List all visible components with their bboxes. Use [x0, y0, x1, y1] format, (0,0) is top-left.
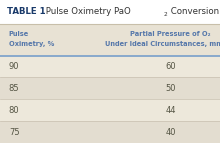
Text: 44: 44	[165, 106, 176, 115]
Text: Conversion: Conversion	[168, 7, 219, 16]
Text: Oximetry, %: Oximetry, %	[9, 41, 54, 47]
Text: Under Ideal Circumstances, mm Hg: Under Ideal Circumstances, mm Hg	[105, 41, 220, 47]
Bar	[0, 121, 220, 143]
Text: Pulse Oximetry PaO: Pulse Oximetry PaO	[43, 7, 131, 16]
Text: 85: 85	[9, 84, 19, 93]
Bar	[0, 55, 220, 77]
Text: 2: 2	[164, 12, 167, 17]
Text: Pulse: Pulse	[9, 31, 29, 37]
Text: 50: 50	[165, 84, 176, 93]
Text: Partial Pressure of O₂: Partial Pressure of O₂	[130, 31, 211, 37]
Bar	[0, 99, 220, 121]
Text: 75: 75	[9, 128, 19, 137]
Text: 60: 60	[165, 61, 176, 70]
Bar	[0, 77, 220, 99]
Text: 80: 80	[9, 106, 19, 115]
Text: 40: 40	[165, 128, 176, 137]
Text: TABLE 1: TABLE 1	[7, 7, 45, 16]
Text: 90: 90	[9, 61, 19, 70]
Bar	[0, 55, 220, 57]
Bar	[0, 0, 220, 24]
Bar	[0, 24, 220, 55]
